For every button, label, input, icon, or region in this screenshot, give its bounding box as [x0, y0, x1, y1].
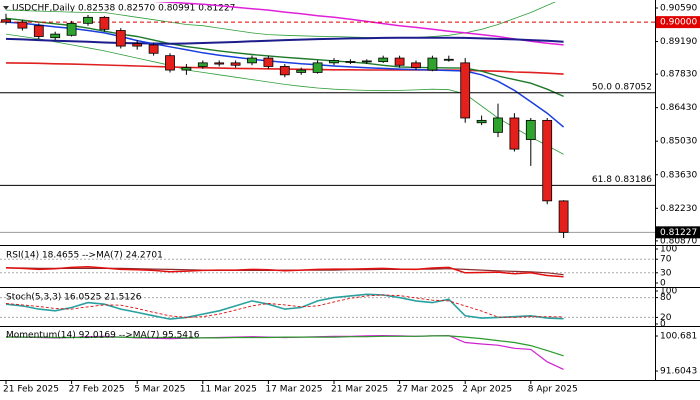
- dropdown-icon: [3, 6, 9, 10]
- indicator-line: [5, 294, 564, 318]
- candle-body: [296, 69, 307, 73]
- candle-body: [230, 62, 241, 66]
- candle-body: [312, 62, 323, 73]
- candle-body: [214, 62, 225, 65]
- x-tick-label: 27 Feb 2025: [69, 385, 125, 395]
- x-tick-label: 11 Mar 2025: [200, 385, 257, 395]
- frame: [0, 0, 700, 381]
- x-tick-label: 5 Mar 2025: [134, 385, 185, 395]
- y-tick-label: 100: [660, 287, 677, 297]
- y-tick-label: 0.86430: [660, 103, 697, 113]
- candle-body: [279, 66, 290, 76]
- chart-title: USDCHF,Daily 0.82538 0.82570 0.80991 0.8…: [12, 4, 235, 14]
- candle-body: [181, 67, 192, 71]
- y-tick-label: 0.83630: [660, 170, 697, 180]
- y-tick-label: 70: [660, 255, 672, 265]
- y-tick-label: 100.681: [660, 332, 697, 342]
- candle-body: [33, 25, 44, 37]
- indicator-title: RSI(14) 18.4655 -->MA(7) 24.2701: [6, 251, 163, 261]
- x-tick-label: 8 Apr 2025: [528, 385, 578, 395]
- x-tick-label: 21 Mar 2025: [331, 385, 388, 395]
- candle-body: [66, 22, 77, 36]
- candle-body: [443, 58, 454, 61]
- y-tick-label: 0.87830: [660, 70, 697, 80]
- candle-body: [263, 57, 274, 67]
- price-level-box: [656, 16, 700, 29]
- candle-body: [525, 119, 536, 140]
- y-tick-label: 0.82230: [660, 204, 697, 214]
- candle-body: [115, 30, 126, 47]
- indicator-panel: [0, 293, 655, 320]
- indicator-line: [6, 335, 564, 357]
- candle-body: [394, 57, 405, 66]
- indicator-line: [152, 2, 564, 46]
- candle-body: [329, 60, 339, 64]
- price-level-label: 0.90000: [660, 18, 697, 28]
- indicator-line: [5, 17, 564, 98]
- candle-body: [460, 62, 471, 119]
- candle-body: [99, 16, 110, 30]
- candle-body: [83, 16, 93, 24]
- candle-body: [50, 33, 61, 39]
- candle-body: [542, 119, 553, 202]
- candle-body: [1, 19, 11, 23]
- candle-body: [148, 44, 159, 54]
- candle-body: [345, 61, 356, 63]
- indicator-line: [5, 2, 556, 39]
- indicator-panel: [0, 258, 655, 278]
- candle-body: [476, 119, 487, 124]
- x-tick-label: 17 Mar 2025: [265, 385, 322, 395]
- axes: 0.90590 0.89190 0.87830 0.86430 0.85030 0.836…: [3, 3, 700, 395]
- price-panel: 50.0 0.87052 61.8 0.83186: [0, 2, 655, 238]
- candle-body: [247, 57, 257, 64]
- y-tick-label: 0: [660, 320, 666, 330]
- y-tick-label: 0.90590: [660, 3, 697, 13]
- last-price-box: [656, 226, 700, 239]
- y-tick-label: 0: [660, 279, 666, 289]
- y-tick-label: 100: [660, 245, 677, 255]
- candle-body: [427, 57, 438, 71]
- indicator-line: [5, 265, 564, 278]
- candle-body: [17, 21, 28, 29]
- y-tick-label: 0.85030: [660, 137, 697, 147]
- indicator-title: Stoch(5,3,3) 16.0525 21.5126: [6, 293, 142, 303]
- fib-level-label: 61.8 0.83186: [592, 175, 652, 185]
- x-tick-label: 2 Apr 2025: [462, 385, 512, 395]
- indicator-line: [5, 33, 564, 155]
- indicator-line: [5, 293, 564, 320]
- indicator-line: [5, 21, 565, 128]
- indicator-title: Momentum(14) 92.0169 -->MA(7) 95.5416: [6, 331, 200, 341]
- x-tick-label: 21 Feb 2025: [3, 385, 59, 395]
- y-tick-label: 91.6043: [660, 367, 697, 377]
- y-tick-label: 20: [660, 313, 672, 323]
- candle-body: [197, 62, 208, 67]
- y-tick-label: 30: [660, 268, 672, 278]
- indicator-line: [5, 36, 564, 45]
- candle-body: [493, 117, 503, 133]
- candle-body: [132, 43, 143, 47]
- candle-body: [411, 62, 421, 69]
- x-tick-label: 27 Mar 2025: [397, 385, 454, 395]
- y-tick-label: 0.89190: [660, 37, 697, 47]
- candle-body: [361, 60, 372, 63]
- y-tick-label: 80: [660, 293, 672, 303]
- candle-body: [165, 55, 175, 71]
- candle-body: [378, 57, 389, 63]
- candle-body: [558, 200, 569, 233]
- last-price-label: 0.81227: [660, 228, 697, 238]
- y-tick-label: 0.80870: [660, 236, 697, 246]
- fib-level-label: 50.0 0.87052: [592, 82, 652, 92]
- candle-body: [509, 117, 520, 150]
- indicator-panel: [5, 334, 564, 370]
